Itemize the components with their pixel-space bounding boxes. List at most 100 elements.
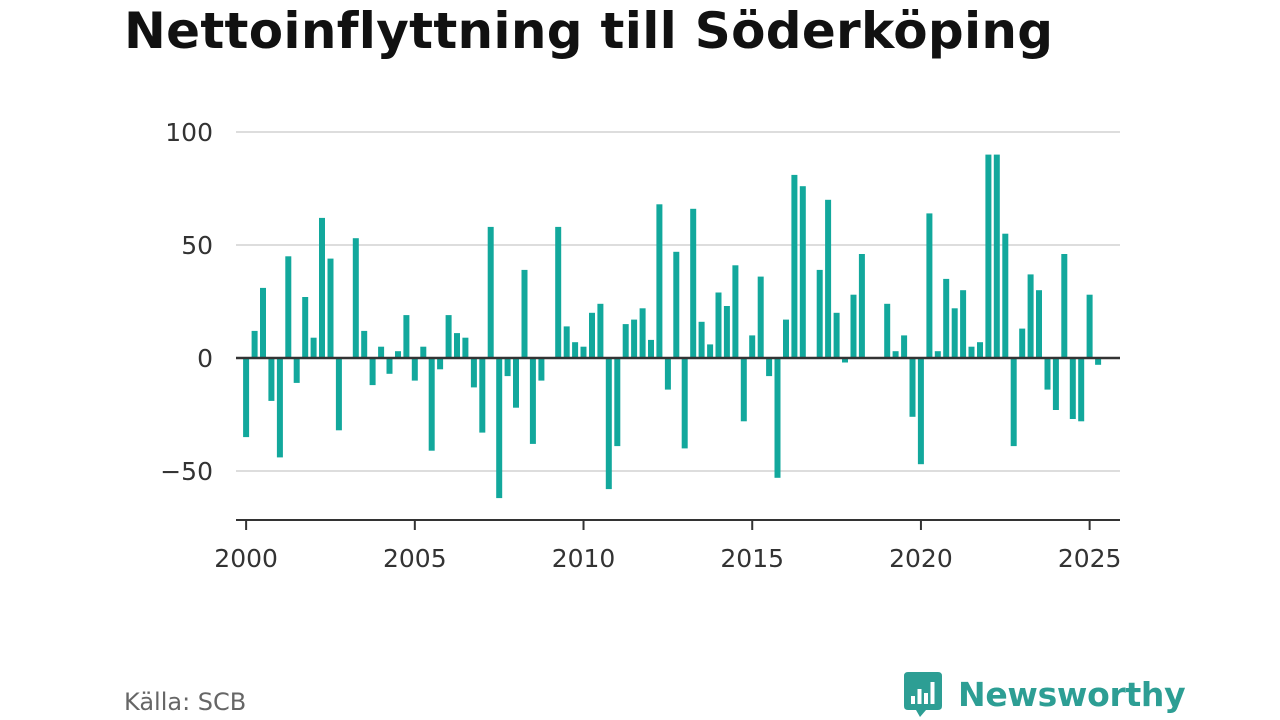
bar	[664, 358, 671, 390]
x-tick-label: 2020	[889, 544, 953, 573]
bar	[766, 358, 773, 377]
bar	[386, 358, 393, 374]
bar	[707, 344, 714, 358]
bar	[698, 321, 705, 358]
bar	[563, 326, 570, 358]
bars	[236, 154, 1120, 499]
bar	[572, 342, 579, 358]
bar	[437, 358, 444, 370]
bar	[1086, 294, 1093, 358]
bar	[749, 335, 756, 358]
bar	[361, 330, 368, 358]
bar	[892, 351, 899, 358]
bar	[513, 358, 519, 408]
bar	[934, 351, 941, 358]
bar	[420, 346, 427, 358]
bar	[850, 294, 857, 358]
bar	[538, 358, 545, 381]
bar	[715, 292, 722, 358]
bar	[487, 226, 494, 358]
x-tick-label: 2000	[214, 544, 278, 573]
bar	[335, 358, 342, 431]
x-tick-label: 2015	[720, 544, 784, 573]
bar	[993, 154, 1000, 358]
bar	[589, 312, 595, 358]
bar	[395, 351, 401, 358]
bar	[926, 213, 933, 358]
bar	[327, 258, 334, 358]
bar	[310, 337, 317, 358]
bar	[917, 358, 924, 465]
bar	[454, 333, 460, 358]
bar	[681, 358, 688, 449]
y-tick-label: 0	[197, 344, 213, 373]
bar	[555, 226, 562, 358]
bar	[673, 251, 680, 358]
newsworthy-logo: Newsworthy	[902, 670, 1186, 718]
x-axis: 2000 2005 2010 2015 2020 2025	[214, 519, 1122, 573]
bar	[858, 254, 865, 358]
bar	[732, 265, 739, 358]
bar	[825, 199, 832, 358]
bar	[276, 358, 283, 458]
bar	[614, 358, 621, 447]
bar	[445, 315, 452, 358]
bar	[690, 208, 697, 358]
bar	[757, 276, 764, 358]
bar	[639, 308, 646, 358]
bar	[403, 315, 410, 358]
bar	[260, 287, 266, 358]
bar	[1010, 358, 1017, 447]
bar	[816, 269, 823, 358]
bar	[428, 358, 435, 451]
bar	[951, 308, 958, 358]
x-tick-label: 2005	[383, 544, 447, 573]
bar	[1036, 290, 1042, 358]
bar	[1027, 274, 1034, 358]
bar	[302, 297, 309, 358]
bar	[960, 290, 967, 358]
bar	[352, 238, 359, 358]
bar	[411, 358, 418, 381]
bar	[909, 358, 916, 417]
bar	[1019, 328, 1026, 358]
gridlines	[236, 131, 1120, 472]
bar	[605, 358, 612, 490]
bar	[985, 154, 992, 358]
bar	[462, 337, 469, 358]
bar	[1052, 358, 1059, 410]
bar	[470, 358, 477, 388]
x-tick-label: 2010	[552, 544, 616, 573]
y-tick-label: 50	[181, 231, 213, 260]
bar	[479, 358, 486, 433]
y-tick-labels: 100 50 0 −50	[160, 118, 213, 486]
source-label: Källa: SCB	[124, 688, 247, 716]
bar	[901, 335, 908, 358]
bar	[521, 269, 528, 358]
bar	[251, 330, 258, 358]
bar	[842, 358, 848, 363]
bar	[319, 217, 325, 358]
bar	[1095, 358, 1102, 365]
bar	[243, 358, 250, 438]
bar	[884, 303, 891, 358]
bar	[496, 358, 503, 499]
bar	[977, 342, 983, 358]
bar	[774, 358, 781, 478]
bar	[1078, 358, 1085, 422]
bar	[268, 358, 275, 401]
y-tick-label: −50	[160, 457, 213, 486]
bar	[968, 346, 975, 358]
bar	[1069, 358, 1076, 419]
bar	[580, 346, 587, 358]
bar	[369, 358, 376, 386]
bar	[631, 319, 638, 358]
bar	[378, 346, 385, 358]
bar	[622, 324, 629, 358]
x-tick-label: 2025	[1058, 544, 1122, 573]
bar	[783, 319, 789, 358]
bar	[529, 358, 536, 444]
chart-title: Nettoinflyttning till Söderköping	[124, 2, 1054, 60]
bar	[791, 174, 798, 358]
